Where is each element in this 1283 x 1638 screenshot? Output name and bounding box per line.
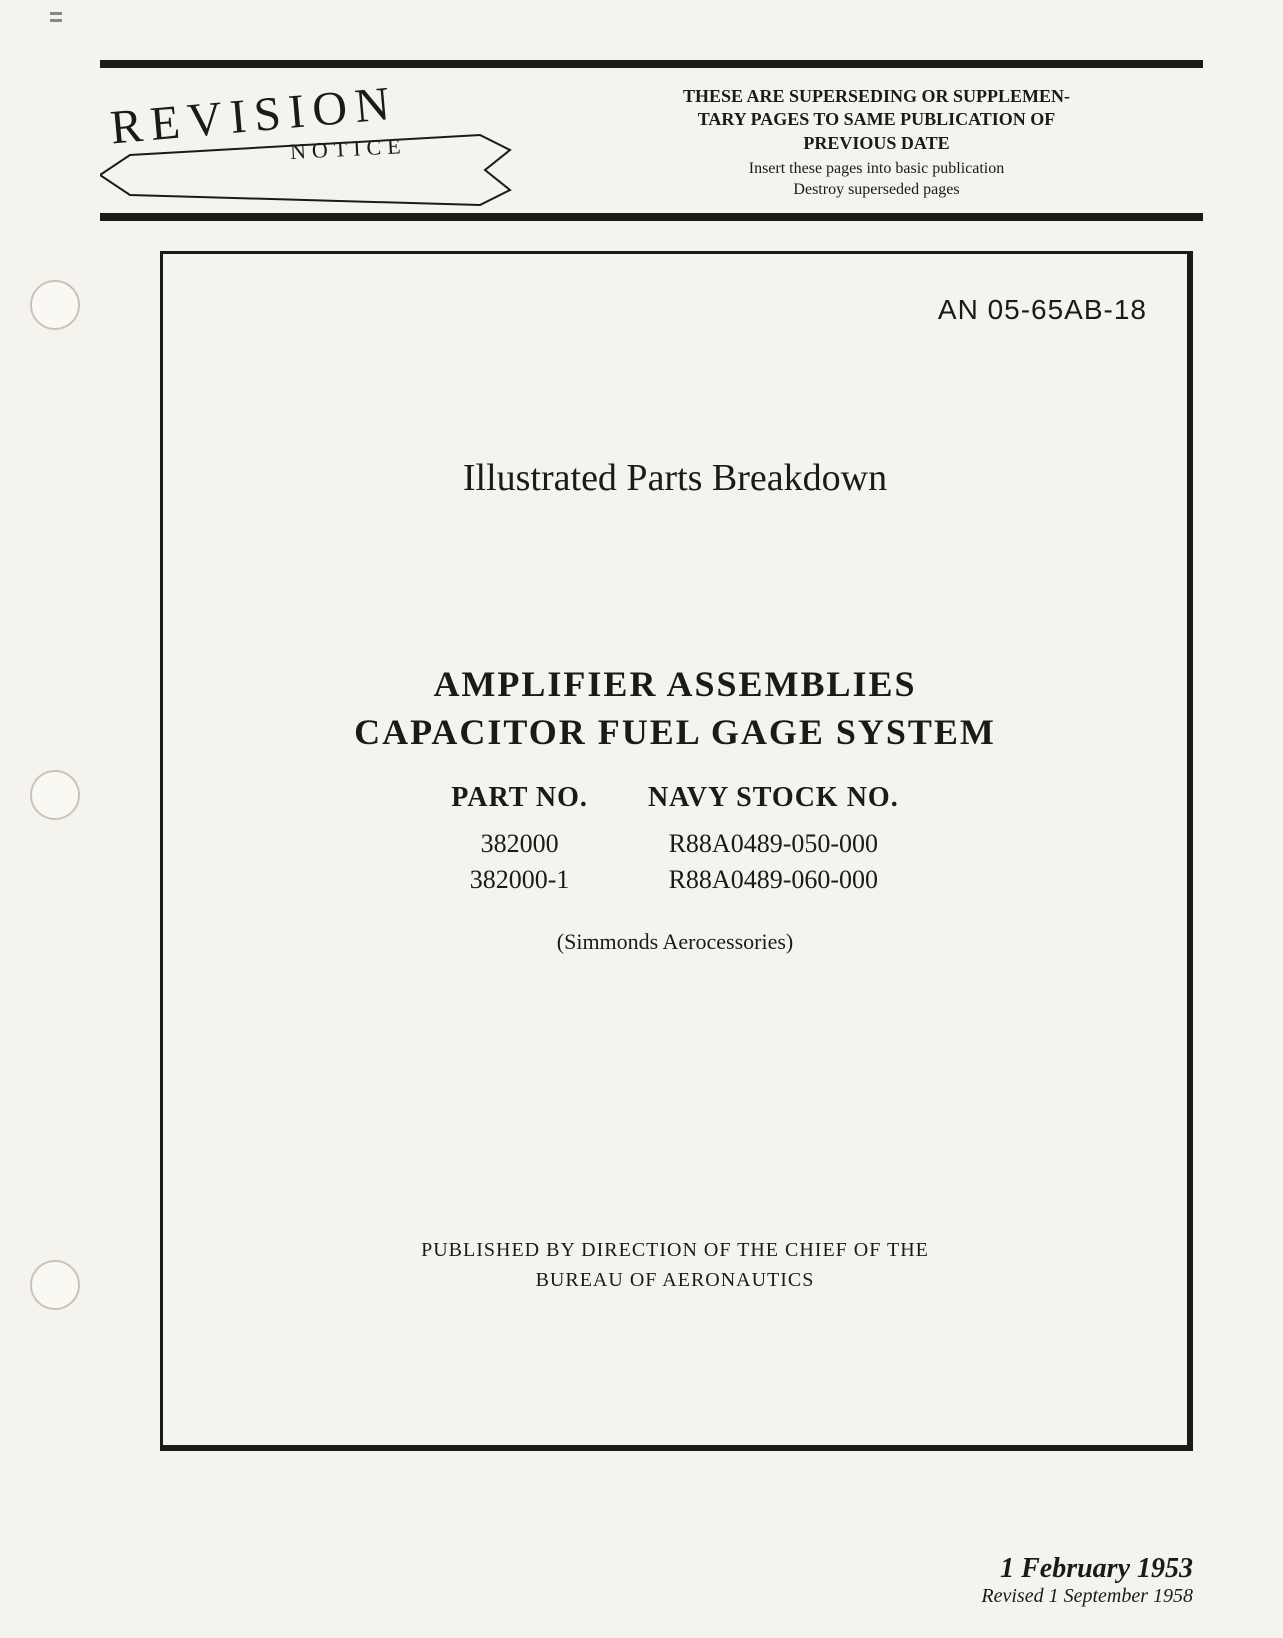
staple-marks: [50, 12, 80, 42]
dates-section: 1 February 1953 Revised 1 September 1958: [981, 1553, 1193, 1608]
navy-stock-column: NAVY STOCK NO. R88A0489-050-000 R88A0489…: [648, 782, 899, 899]
document-type: Illustrated Parts Breakdown: [203, 456, 1147, 500]
part-number: 382000-1: [451, 862, 588, 898]
revised-date: Revised 1 September 1958: [981, 1585, 1193, 1608]
published-by: PUBLISHED BY DIRECTION OF THE CHIEF OF T…: [203, 1235, 1147, 1295]
navy-stock-number: R88A0489-050-000: [648, 826, 899, 862]
part-no-header: PART NO.: [451, 782, 588, 814]
supersede-text: THESE ARE SUPERSEDING OR SUPPLEMEN- TARY…: [550, 85, 1203, 155]
manufacturer: (Simmonds Aerocessories): [203, 929, 1147, 955]
navy-stock-number: R88A0489-060-000: [648, 862, 899, 898]
part-number: 382000: [451, 826, 588, 862]
punch-hole: [30, 770, 80, 820]
header-instructions: THESE ARE SUPERSEDING OR SUPPLEMEN- TARY…: [520, 80, 1203, 201]
top-rule: [100, 60, 1203, 68]
instruction-text: Insert these pages into basic publicatio…: [550, 159, 1203, 201]
document-page: REVISION NOTICE THESE ARE SUPERSEDING OR…: [0, 0, 1283, 1638]
original-date: 1 February 1953: [981, 1553, 1193, 1585]
part-number-column: PART NO. 382000 382000-1: [451, 782, 588, 899]
revision-notice-banner: REVISION NOTICE: [100, 80, 520, 170]
header-section: REVISION NOTICE THESE ARE SUPERSEDING OR…: [100, 60, 1203, 221]
parts-section: PART NO. 382000 382000-1 NAVY STOCK NO. …: [203, 782, 1147, 899]
document-title: AMPLIFIER ASSEMBLIES CAPACITOR FUEL GAGE…: [203, 660, 1147, 757]
punch-hole: [30, 280, 80, 330]
navy-stock-header: NAVY STOCK NO.: [648, 782, 899, 814]
document-number: AN 05-65AB-18: [203, 294, 1147, 326]
main-content-box: AN 05-65AB-18 Illustrated Parts Breakdow…: [160, 251, 1193, 1451]
punch-hole: [30, 1260, 80, 1310]
header-content: REVISION NOTICE THESE ARE SUPERSEDING OR…: [100, 68, 1203, 213]
